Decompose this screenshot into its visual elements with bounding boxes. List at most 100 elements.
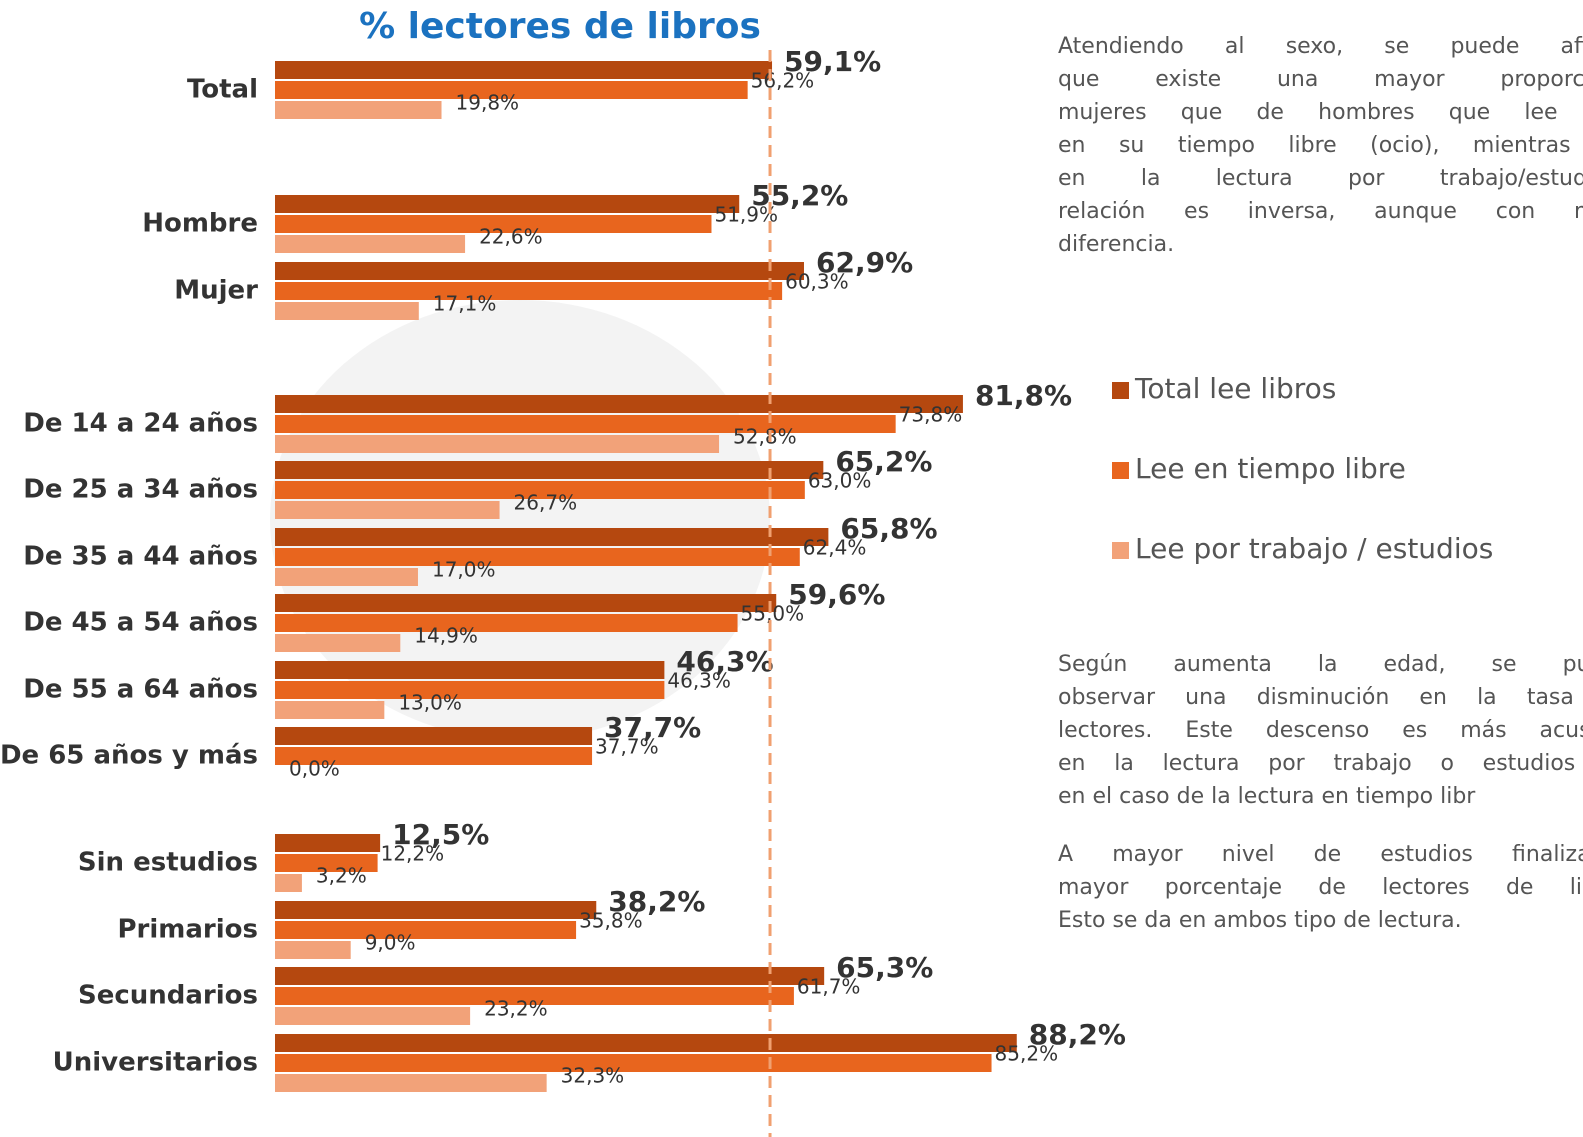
value-label: 0,0% bbox=[289, 757, 340, 781]
value-label: 85,2% bbox=[995, 1042, 1059, 1066]
value-label: 46,3% bbox=[667, 669, 731, 693]
bar bbox=[275, 501, 500, 519]
bar bbox=[275, 215, 712, 233]
bar bbox=[275, 1074, 547, 1092]
value-label: 62,9% bbox=[816, 246, 913, 279]
bar bbox=[275, 195, 740, 213]
text-line: Según aumenta la edad, se pued bbox=[1058, 652, 1583, 677]
category-label: Primarios bbox=[118, 915, 259, 945]
text-line: observar una disminución en la tasa d bbox=[1058, 685, 1583, 710]
category-label: Total bbox=[187, 75, 258, 105]
value-label: 63,0% bbox=[808, 469, 872, 493]
bar bbox=[275, 302, 419, 320]
bar bbox=[275, 435, 720, 453]
category-label: De 45 a 54 años bbox=[23, 608, 258, 638]
legend-swatch bbox=[1112, 462, 1129, 479]
bar bbox=[275, 1034, 1017, 1052]
value-label: 38,2% bbox=[608, 885, 705, 918]
bar bbox=[275, 901, 597, 919]
value-label: 17,1% bbox=[433, 292, 497, 316]
value-label: 59,6% bbox=[788, 578, 885, 611]
value-label: 26,7% bbox=[514, 491, 578, 515]
paragraph: Atendiendo al sexo, se puede afirm que ex… bbox=[1058, 30, 1583, 261]
legend-swatch bbox=[1112, 542, 1129, 559]
value-label: 22,6% bbox=[479, 225, 543, 249]
value-label: 81,8% bbox=[975, 379, 1072, 412]
bar bbox=[275, 481, 805, 499]
category-label: De 55 a 64 años bbox=[23, 675, 258, 705]
value-label: 52,8% bbox=[733, 425, 797, 449]
chart-title: % lectores de libros bbox=[359, 6, 761, 47]
legend-label: Lee por trabajo / estudios bbox=[1135, 532, 1493, 565]
text-line: en la lectura por trabajo o estudios q bbox=[1058, 751, 1583, 776]
category-label: De 25 a 34 años bbox=[23, 475, 258, 505]
value-label: 65,3% bbox=[836, 951, 933, 984]
value-label: 12,2% bbox=[381, 842, 445, 866]
bar bbox=[275, 415, 896, 433]
bar bbox=[275, 235, 466, 253]
value-label: 17,0% bbox=[432, 558, 496, 582]
value-label: 55,2% bbox=[751, 179, 848, 212]
bar bbox=[275, 921, 577, 939]
bar bbox=[275, 967, 825, 985]
text-line: mayor porcentaje de lectores de libro bbox=[1058, 875, 1583, 900]
bar bbox=[275, 834, 381, 852]
text-line: en el caso de la lectura en tiempo libr bbox=[1058, 784, 1476, 809]
bar bbox=[275, 101, 442, 119]
bar bbox=[275, 634, 401, 652]
bar bbox=[275, 727, 593, 745]
category-label: Mujer bbox=[174, 276, 258, 306]
category-label: Universitarios bbox=[53, 1048, 258, 1078]
value-label: 51,9% bbox=[714, 203, 778, 227]
value-label: 88,2% bbox=[1029, 1018, 1126, 1051]
value-label: 23,2% bbox=[484, 997, 548, 1021]
value-label: 3,2% bbox=[316, 864, 367, 888]
bar bbox=[275, 987, 794, 1005]
bar bbox=[275, 262, 804, 280]
bar bbox=[275, 1007, 471, 1025]
value-label: 46,3% bbox=[676, 645, 773, 678]
bar bbox=[275, 61, 773, 79]
text-line: A mayor nivel de estudios finalizado bbox=[1058, 842, 1583, 867]
category-label: De 14 a 24 años bbox=[23, 409, 258, 439]
text-line: Esto se da en ambos tipo de lectura. bbox=[1058, 908, 1462, 933]
category-label: Hombre bbox=[142, 209, 258, 239]
bar bbox=[275, 854, 378, 872]
bar bbox=[275, 81, 748, 99]
bar bbox=[275, 747, 593, 765]
value-label: 9,0% bbox=[365, 931, 416, 955]
text-line: en la lectura por trabajo/estudios bbox=[1058, 166, 1583, 191]
value-label: 56,2% bbox=[751, 69, 815, 93]
value-label: 37,7% bbox=[595, 735, 659, 759]
legend-swatch bbox=[1112, 382, 1129, 399]
legend-label: Total lee libros bbox=[1134, 372, 1336, 405]
bar bbox=[275, 395, 963, 413]
text-line: mujeres que de hombres que lee lib bbox=[1058, 100, 1583, 125]
value-label: 13,0% bbox=[398, 691, 462, 715]
bar bbox=[275, 594, 777, 612]
bar bbox=[275, 614, 738, 632]
legend-label: Lee en tiempo libre bbox=[1135, 452, 1406, 485]
text-line: diferencia. bbox=[1058, 232, 1175, 257]
value-label: 19,8% bbox=[456, 91, 520, 115]
value-label: 37,7% bbox=[604, 711, 701, 744]
bar bbox=[275, 681, 665, 699]
bar bbox=[275, 1054, 992, 1072]
category-label: Sin estudios bbox=[78, 848, 258, 878]
bar bbox=[275, 568, 418, 586]
text-line: que existe una mayor proporción bbox=[1058, 67, 1583, 92]
value-label: 35,8% bbox=[579, 909, 643, 933]
value-label: 65,2% bbox=[835, 445, 932, 478]
bar bbox=[275, 528, 829, 546]
bar bbox=[275, 941, 351, 959]
value-label: 61,7% bbox=[797, 975, 861, 999]
value-label: 59,1% bbox=[784, 45, 881, 78]
value-label: 65,8% bbox=[840, 512, 937, 545]
value-label: 32,3% bbox=[561, 1064, 625, 1088]
value-label: 60,3% bbox=[785, 270, 849, 294]
paragraph: Según aumenta la edad, se pued observar u… bbox=[1058, 648, 1583, 813]
category-label: Secundarios bbox=[78, 981, 258, 1011]
text-line: relación es inversa, aunque con mer bbox=[1058, 199, 1583, 224]
text-line: lectores. Este descenso es más acusad bbox=[1058, 718, 1583, 743]
